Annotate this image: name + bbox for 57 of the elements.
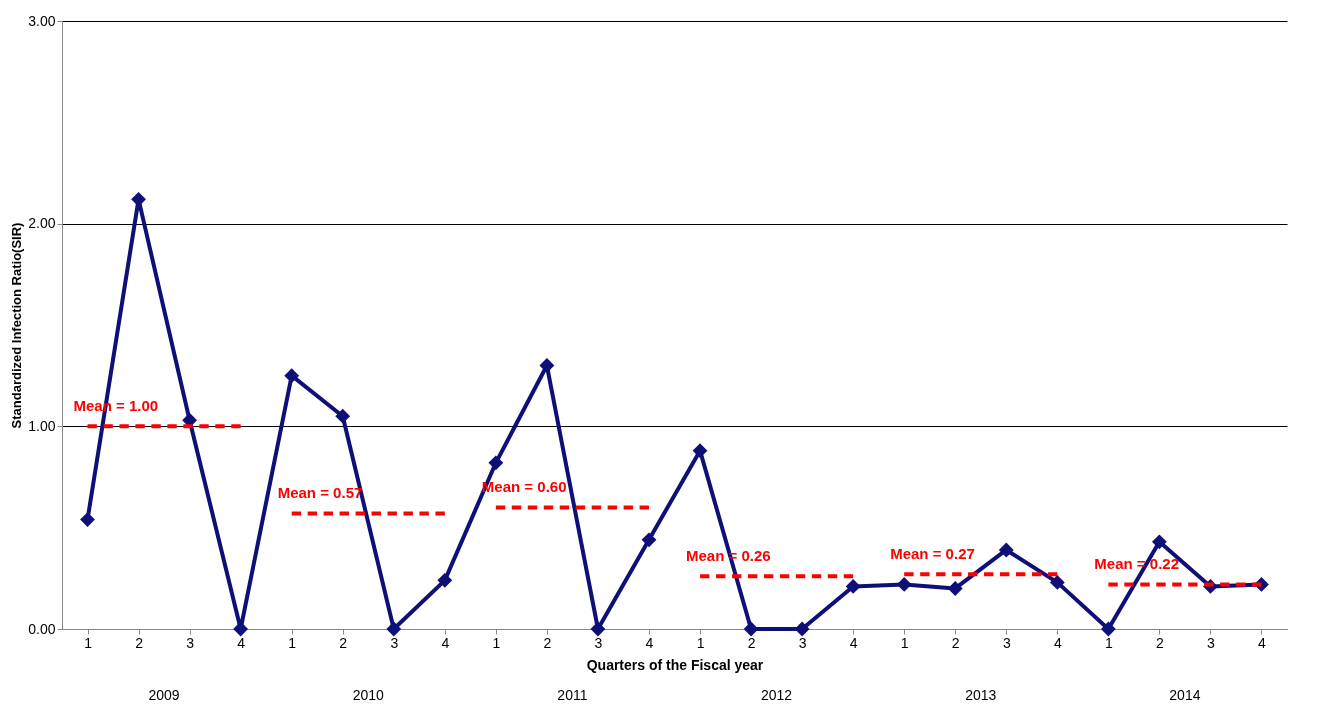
x-tick-label: 3 (594, 634, 603, 651)
point (1049, 574, 1065, 590)
x-tick-label: 1 (900, 634, 909, 651)
x-tick-label: 1 (696, 634, 705, 651)
point (896, 577, 912, 592)
y-axis-title: Standardized Infection Ratio(SIR) (9, 222, 25, 429)
point (80, 512, 95, 527)
x-tick-label: 3 (1207, 634, 1216, 651)
point (743, 621, 759, 637)
point (692, 443, 708, 459)
x-tick-label: 2 (543, 634, 552, 651)
point (437, 572, 453, 588)
x-tick-label: 1 (288, 634, 297, 651)
y-tick-label: 3.00 (28, 12, 56, 29)
x-axis-title: Quarters of the Fiscal year (586, 656, 764, 673)
x-tick-label: 4 (237, 634, 246, 651)
point (1100, 621, 1116, 637)
series-label: Mean = 0.22 (1094, 555, 1179, 573)
point (947, 581, 963, 596)
x-tick-label: 1 (84, 634, 93, 651)
x-tick-label: 3 (390, 634, 399, 651)
point (794, 621, 810, 637)
y-tick-label: 0.00 (28, 620, 56, 637)
y-tick-label: 2.00 (28, 215, 56, 232)
x-tick-label: 3 (1002, 634, 1011, 651)
point (335, 408, 351, 424)
point (641, 532, 657, 548)
point (845, 579, 861, 594)
text: 2013 (965, 687, 997, 703)
point (539, 358, 555, 373)
x-tick-label: 2 (1156, 634, 1164, 651)
point (590, 621, 606, 637)
x-tick-label: 4 (1258, 634, 1267, 651)
point (488, 455, 504, 471)
x-tick-label: 4 (441, 634, 450, 651)
x-tick-label: 2 (951, 634, 960, 651)
x-tick-label: 2 (747, 634, 756, 651)
point (998, 542, 1014, 558)
text: 2010 (352, 687, 385, 703)
point (1151, 534, 1167, 550)
x-tick-label: 2 (135, 634, 144, 651)
text: 2012 (761, 687, 793, 703)
text: 2009 (148, 687, 180, 703)
x-tick-label: 1 (1104, 634, 1113, 651)
x-tick-label: 3 (186, 634, 195, 651)
series-label: Mean = 0.27 (890, 545, 975, 563)
point (386, 621, 402, 637)
point (284, 368, 300, 384)
x-tick-label: 4 (645, 634, 654, 651)
x-tick-label: 1 (492, 634, 501, 651)
y-tick-label: 1.00 (28, 417, 56, 434)
text: 2011 (557, 687, 588, 703)
x-tick-label: 2 (339, 634, 348, 651)
x-tick-label: 4 (1053, 634, 1062, 651)
text: 2014 (1169, 687, 1201, 703)
x-tick-label: 3 (798, 634, 807, 651)
x-tick-label: 4 (849, 634, 858, 651)
